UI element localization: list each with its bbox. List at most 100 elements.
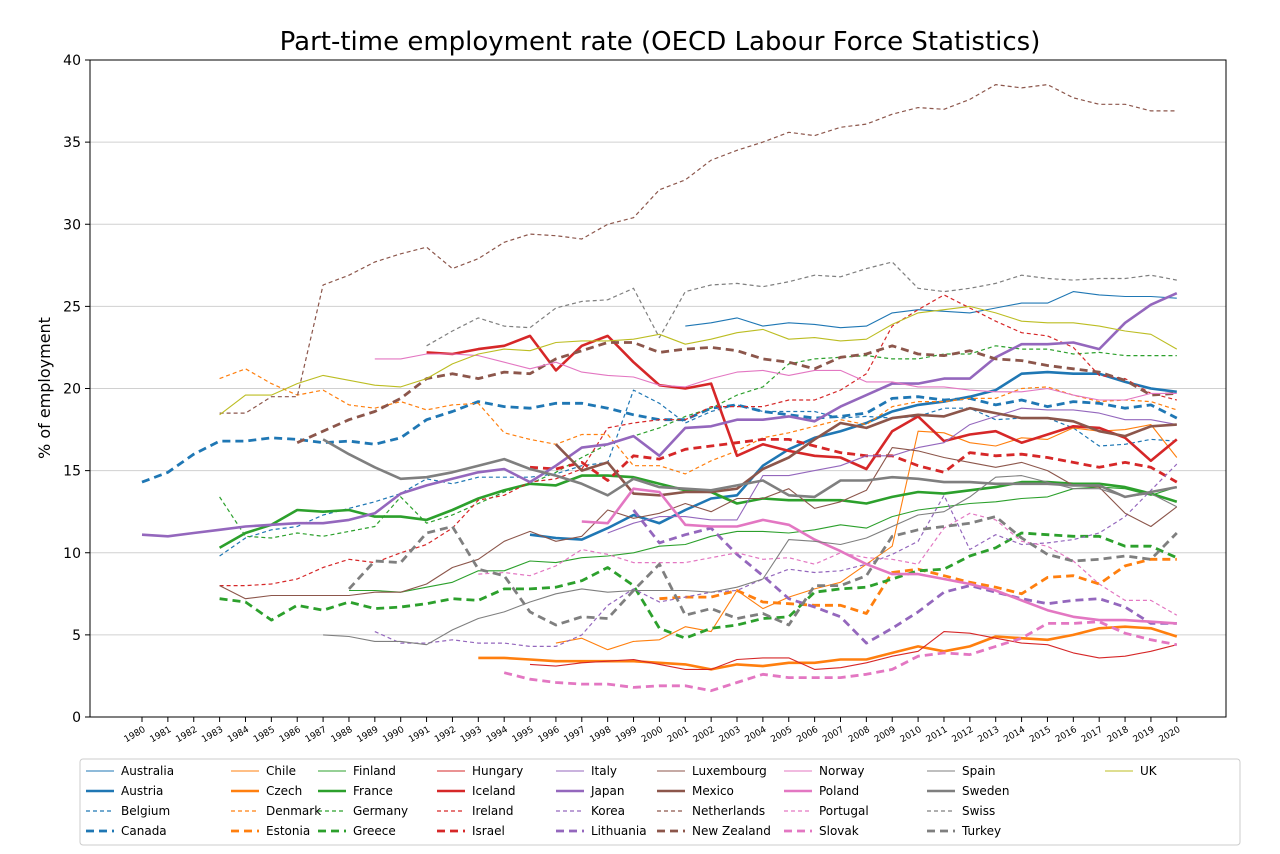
series-line-greece [219, 531, 1178, 640]
legend-item: Israel [437, 824, 505, 838]
legend-label: Norway [819, 764, 865, 778]
legend-box [79, 758, 1241, 846]
x-tick-label: 1987 [304, 725, 329, 745]
legend-item: Australia [86, 764, 174, 778]
legend-label: Netherlands [692, 804, 765, 818]
x-tick-label: 1990 [381, 725, 406, 745]
x-tick-label: 2018 [1106, 725, 1131, 745]
legend-label: France [353, 784, 393, 798]
legend-item: Finland [318, 764, 396, 778]
x-tick-label: 1989 [355, 725, 380, 745]
x-tick-label: 2009 [873, 725, 898, 745]
legend-item: Netherlands [657, 804, 765, 818]
legend-label: Czech [266, 784, 302, 798]
x-tick-label: 1993 [459, 725, 484, 745]
x-tick-label: 1991 [407, 725, 432, 745]
x-tick-label: 2012 [951, 725, 976, 745]
x-tick-label: 2002 [692, 725, 717, 745]
series-line-belgium [219, 389, 1177, 557]
legend-item: Hungary [437, 764, 523, 778]
series-line-luxembourg [219, 447, 1178, 600]
series-line-norway [374, 353, 1177, 401]
legend-label: Estonia [266, 824, 310, 838]
legend-item: Swiss [927, 804, 995, 818]
legend-label: Denmark [266, 804, 321, 818]
legend-label: Austria [121, 784, 163, 798]
series-line-mexico [554, 406, 1177, 497]
legend-item: Japan [556, 784, 624, 798]
legend-item: New Zealand [657, 824, 771, 838]
x-tick-label: 1999 [614, 725, 639, 745]
legend-label: New Zealand [692, 824, 771, 838]
x-tick-label: 2020 [1157, 725, 1182, 745]
legend-item: Czech [231, 784, 302, 798]
series-line-portugal [478, 512, 1178, 616]
x-tick-label: 1986 [278, 725, 303, 745]
legend-item: Sweden [927, 784, 1009, 798]
series-line-hungary [529, 631, 1177, 670]
x-tick-label: 2000 [640, 725, 665, 745]
series-line-spain [323, 475, 1178, 646]
series-line-swiss [426, 261, 1177, 347]
x-tick-label: 1997 [562, 725, 587, 745]
x-tick-label: 1985 [252, 725, 277, 745]
x-tick-label: 1996 [537, 725, 562, 745]
series-line-sweden [322, 438, 1178, 499]
x-tick-label: 2005 [769, 725, 794, 745]
legend-item: Chile [231, 764, 296, 778]
legend-label: Greece [353, 824, 396, 838]
x-tick-label: 2003 [718, 725, 743, 745]
legend-label: Portugal [819, 804, 869, 818]
legend-label: Ireland [472, 804, 514, 818]
series-line-italy [607, 407, 1177, 534]
legend-label: Chile [266, 764, 296, 778]
legend-label: Sweden [962, 784, 1009, 798]
x-tick-label: 2001 [666, 725, 691, 745]
legend-label: Finland [353, 764, 396, 778]
legend-item: Norway [784, 764, 865, 778]
x-tick-label: 2008 [847, 725, 872, 745]
x-tick-label: 2015 [1028, 725, 1053, 745]
x-tick-label: 1980 [123, 725, 148, 745]
x-tick-label: 2016 [1054, 725, 1079, 745]
legend-label: Australia [121, 764, 174, 778]
legend-label: Mexico [692, 784, 734, 798]
x-tick-label: 2013 [976, 725, 1001, 745]
x-tick-label: 2014 [1002, 725, 1027, 745]
x-tick-label: 2019 [1132, 725, 1157, 745]
legend-item: Portugal [784, 804, 869, 818]
x-tick-label: 1995 [511, 725, 536, 745]
y-tick-label: 0 [72, 710, 81, 726]
legend-item: Poland [784, 784, 859, 798]
series-line-uk [219, 305, 1178, 416]
legend-item: Denmark [231, 804, 321, 818]
x-tick-label: 1998 [588, 725, 613, 745]
legend-item: France [318, 784, 393, 798]
series-layer [141, 84, 1178, 693]
series-line-poland [581, 487, 1177, 625]
x-tick-label: 2017 [1080, 725, 1105, 745]
y-tick-label: 20 [63, 382, 81, 398]
legend-label: Korea [591, 804, 625, 818]
series-line-lithuania [632, 509, 1177, 645]
x-tick-label: 1992 [433, 725, 458, 745]
legend-label: Germany [353, 804, 408, 818]
series-line-czech [478, 625, 1178, 671]
legend-item: Mexico [657, 784, 734, 798]
legend-label: Swiss [962, 804, 995, 818]
legend-label: Belgium [121, 804, 170, 818]
series-line-israel [529, 438, 1178, 484]
legend-item: Lithuania [556, 824, 647, 838]
legend-label: Iceland [472, 784, 515, 798]
legend-item: Turkey [927, 824, 1001, 838]
y-axis-label: % of employment [35, 317, 54, 459]
legend: Australia Austria Belgium Canada Chile Czech D… [79, 758, 1241, 846]
x-tick-label: 2011 [925, 725, 950, 745]
legend-item: Luxembourg [657, 764, 767, 778]
legend-item: Canada [86, 824, 167, 838]
legend-item: Germany [318, 804, 408, 818]
legend-item: Italy [556, 764, 617, 778]
series-line-denmark [219, 368, 1177, 475]
